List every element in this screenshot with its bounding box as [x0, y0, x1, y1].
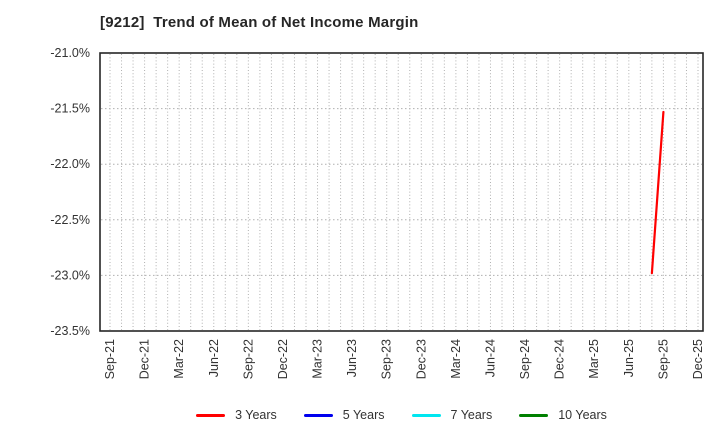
x-tick-label: Dec-23 [414, 339, 428, 379]
y-tick-label: -22.5% [50, 213, 90, 227]
x-tick-label: Jun-23 [345, 339, 359, 377]
x-tick-label: Dec-25 [691, 339, 705, 379]
y-tick-label: -21.5% [50, 102, 90, 116]
x-tick-label: Sep-22 [241, 339, 255, 379]
legend-item-10-years: 10 Years [519, 408, 607, 422]
legend-label: 7 Years [450, 408, 493, 422]
legend-label: 10 Years [558, 408, 607, 422]
x-tick-label: Dec-21 [138, 339, 152, 379]
x-tick-label: Mar-24 [449, 339, 463, 379]
legend-line-swatch [303, 413, 333, 417]
x-tick-label: Mar-23 [311, 339, 325, 379]
legend-item-3-years: 3 Years [196, 408, 277, 422]
series-line-3-years [650, 110, 665, 275]
y-tick-label: -23.0% [50, 268, 90, 282]
x-tick-label: Sep-23 [380, 339, 394, 379]
legend-item-7-years: 7 Years [411, 408, 493, 422]
y-tick-label: -21.0% [50, 46, 90, 60]
legend-label: 3 Years [235, 408, 277, 422]
x-tick-label: Sep-24 [518, 339, 532, 379]
legend-line-swatch [196, 413, 226, 417]
x-tick-label: Dec-24 [553, 339, 567, 379]
plot-border [99, 52, 704, 332]
legend-line-swatch [411, 413, 441, 417]
legend: 3 Years 5 Years 7 Years 10 Years [100, 402, 703, 428]
legend-item-5-years: 5 Years [303, 408, 385, 422]
y-tick-label: -22.0% [50, 157, 90, 171]
x-tick-label: Jun-22 [207, 339, 221, 377]
y-tick-label: -23.5% [50, 324, 90, 338]
chart-title: [9212] Trend of Mean of Net Income Margi… [100, 14, 419, 31]
x-tick-label: Sep-21 [103, 339, 117, 379]
x-tick-label: Sep-25 [656, 339, 670, 379]
x-tick-label: Mar-25 [587, 339, 601, 379]
legend-label: 5 Years [342, 408, 385, 422]
x-tick-label: Jun-24 [483, 339, 497, 377]
x-tick-label: Dec-22 [276, 339, 290, 379]
x-tick-label: Mar-22 [172, 339, 186, 379]
x-tick-label: Jun-25 [622, 339, 636, 377]
legend-line-swatch [519, 413, 549, 417]
